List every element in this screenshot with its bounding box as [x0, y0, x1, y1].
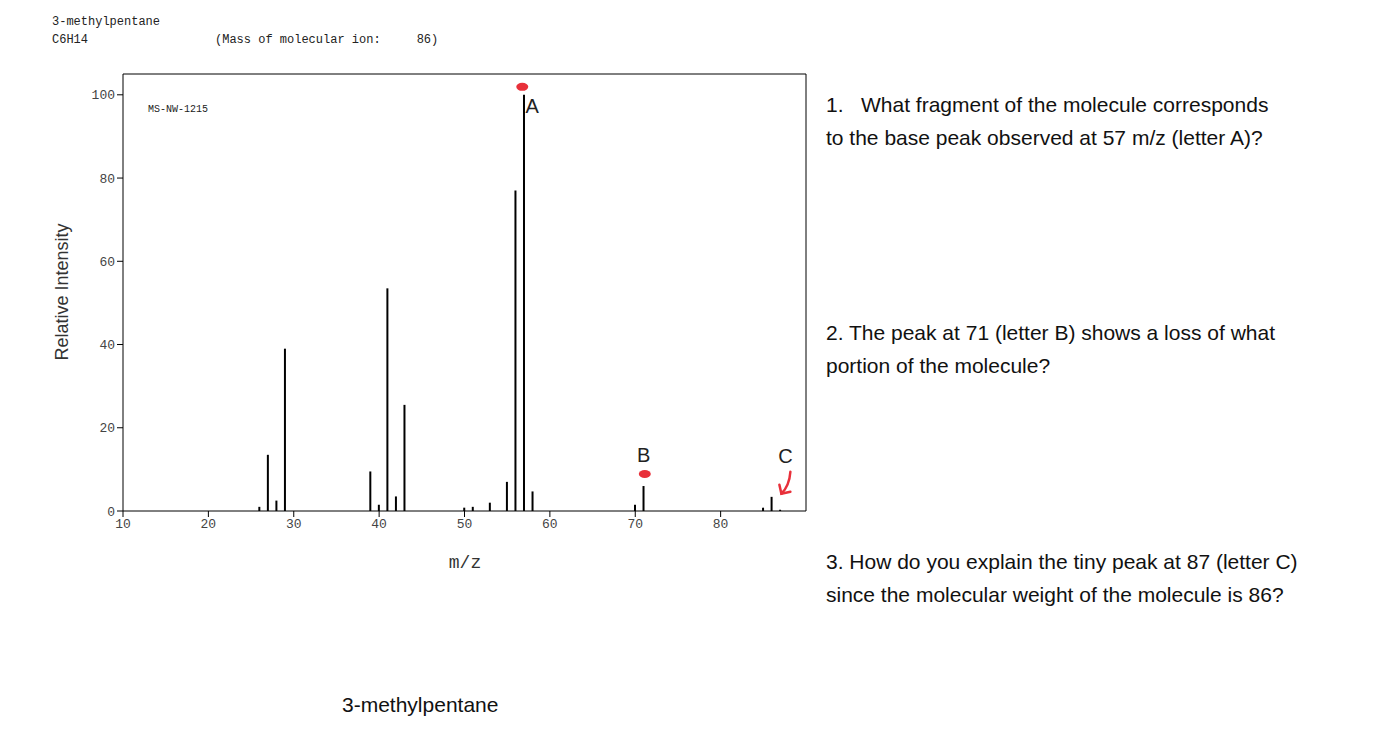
svg-text:20: 20 — [99, 421, 115, 436]
html-text:C6H14: C6H14 — [52, 33, 88, 47]
html-text:to the base peak observed at 5: to the base peak observed at 57 m/z (let… — [826, 126, 1263, 149]
html-text:portion of the molecule?: portion of the molecule? — [826, 354, 1051, 377]
html-text:(Mass of molecular ion: 86): (Mass of molecular ion: 86) — [215, 33, 439, 47]
html-text:Relative Intensity: Relative Intensity — [51, 223, 72, 361]
html-text:since the molecular weight of: since the molecular weight of the molecu… — [826, 583, 1284, 606]
svg-text:80: 80 — [99, 172, 115, 187]
html-text:m/z: m/z — [448, 553, 482, 573]
svg-text:80: 80 — [713, 517, 729, 532]
html-text:3-methylpentane: 3-methylpentane — [342, 693, 499, 716]
svg-text:60: 60 — [99, 255, 115, 270]
svg-text:B: B — [637, 444, 650, 466]
svg-text:70: 70 — [627, 517, 643, 532]
svg-text:A: A — [526, 95, 540, 117]
svg-text:C: C — [778, 445, 792, 467]
html-text:2. The peak at 71 (letter B) s: 2. The peak at 71 (letter B) shows a los… — [826, 321, 1275, 344]
svg-text:0: 0 — [107, 505, 115, 520]
svg-text:60: 60 — [542, 517, 558, 532]
html-text:1. What fragment of the molecu: 1. What fragment of the molecule corresp… — [826, 93, 1269, 116]
svg-text:40: 40 — [99, 338, 115, 353]
html-text:MS-NW-1215: MS-NW-1215 — [148, 104, 208, 115]
svg-text:100: 100 — [92, 88, 115, 103]
html-text:3-methylpentane: 3-methylpentane — [52, 15, 160, 29]
svg-text:20: 20 — [201, 517, 217, 532]
svg-text:50: 50 — [457, 517, 473, 532]
svg-text:10: 10 — [115, 517, 131, 532]
html-text:3. How do you explain the tiny: 3. How do you explain the tiny peak at 8… — [826, 550, 1298, 573]
svg-text:40: 40 — [371, 517, 387, 532]
svg-text:30: 30 — [286, 517, 302, 532]
